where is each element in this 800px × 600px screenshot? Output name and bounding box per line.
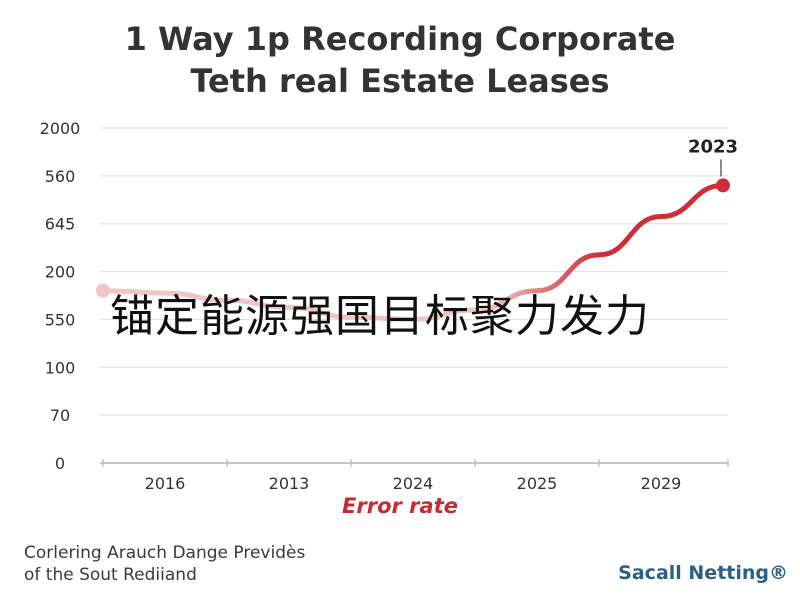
data-point-start (96, 283, 110, 298)
x-tick-label: 2025 (517, 474, 558, 493)
y-tick-label: 70 (50, 406, 70, 425)
x-axis-label: Error rate (342, 494, 458, 518)
y-tick-label: 2000 (40, 119, 81, 138)
x-tick-label: 2024 (393, 474, 434, 493)
data-point-end (716, 178, 730, 193)
x-tick-label: 2016 (145, 474, 186, 493)
y-tick-label: 0 (55, 454, 65, 473)
overlay-text: 锚定能源强国目标聚力发力 (110, 291, 650, 342)
y-tick-label: 100 (45, 358, 76, 377)
chart-title-line-1: 1 Way 1p Recording Corporate (124, 20, 676, 58)
y-tick-label: 560 (45, 167, 76, 186)
y-tick-label: 200 (45, 263, 76, 282)
y-tick-label: 645 (45, 215, 76, 234)
annotations: 2023 (688, 136, 738, 177)
series-line (100, 182, 726, 322)
brand-logo-text: Sacall Netting® (618, 562, 788, 584)
data-series (96, 178, 730, 322)
x-tick-label: 2029 (641, 474, 682, 493)
chart-title: 1 Way 1p Recording Corporate Teth real E… (0, 18, 800, 102)
x-axis-tick-labels: 2016 2013 2024 2025 2029 (102, 459, 729, 493)
gridlines (100, 127, 728, 464)
caption: Corlering Arauch Dange Previdès of the S… (24, 542, 305, 586)
caption-line-2: of the Sout Rediiand (24, 565, 197, 585)
caption-line-1: Corlering Arauch Dange Previdès (24, 543, 306, 563)
annotation-label: 2023 (688, 136, 738, 157)
y-tick-label: 550 (45, 310, 76, 329)
chart-title-line-2: Teth real Estate Leases (190, 62, 610, 100)
x-tick-label: 2013 (269, 474, 310, 493)
y-axis-tick-labels: 2000 560 645 200 550 100 70 0 (40, 119, 81, 473)
